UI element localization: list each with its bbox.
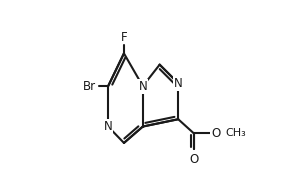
Text: O: O (211, 127, 220, 140)
Text: CH₃: CH₃ (225, 128, 246, 138)
Text: F: F (121, 31, 127, 44)
Text: Br: Br (83, 80, 96, 93)
Text: N: N (138, 80, 147, 93)
Text: N: N (104, 120, 112, 133)
Text: O: O (189, 153, 198, 166)
Text: N: N (174, 77, 183, 90)
